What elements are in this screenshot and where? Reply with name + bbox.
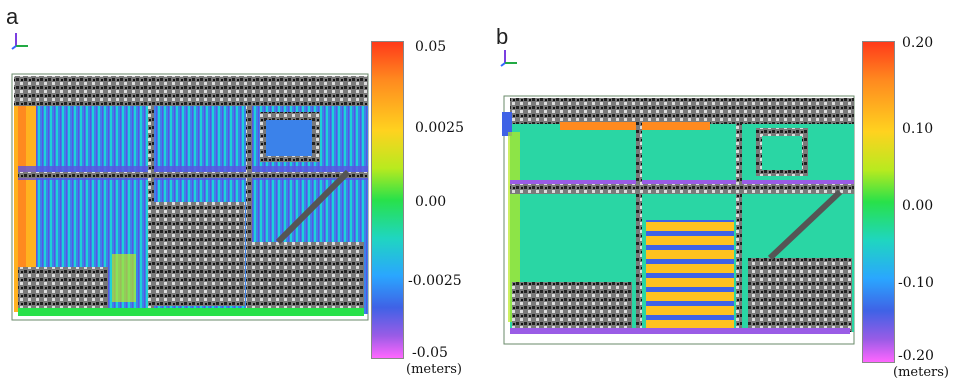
colorbar-b-tick: 0.00	[902, 198, 933, 214]
panel-a-label: a	[6, 4, 18, 30]
point-cloud-deviation-map-a	[8, 62, 374, 322]
point-cloud-deviation-map-b	[500, 82, 860, 346]
colorbar-b-tick: -0.10	[898, 275, 934, 291]
colorbar-a-unit: (meters)	[406, 362, 462, 377]
colorbar-b-tick: -0.20	[898, 348, 934, 364]
colorbar-b-unit: (meters)	[893, 365, 949, 380]
colorbar-b-tick: 0.20	[902, 35, 933, 51]
axis-triad-icon	[499, 47, 519, 67]
colorbar-a-tick: -0.0025	[408, 273, 462, 289]
colorbar-a-tick: 0.05	[415, 39, 446, 55]
axis-triad-icon	[10, 30, 30, 50]
colorbar-a-tick: 0.00	[415, 194, 446, 210]
colorbar-a	[371, 41, 404, 359]
colorbar-b-tick: 0.10	[902, 121, 933, 137]
colorbar-a-tick: 0.0025	[415, 120, 464, 136]
colorbar-a-tick: -0.05	[412, 345, 448, 361]
colorbar-b	[862, 41, 895, 363]
